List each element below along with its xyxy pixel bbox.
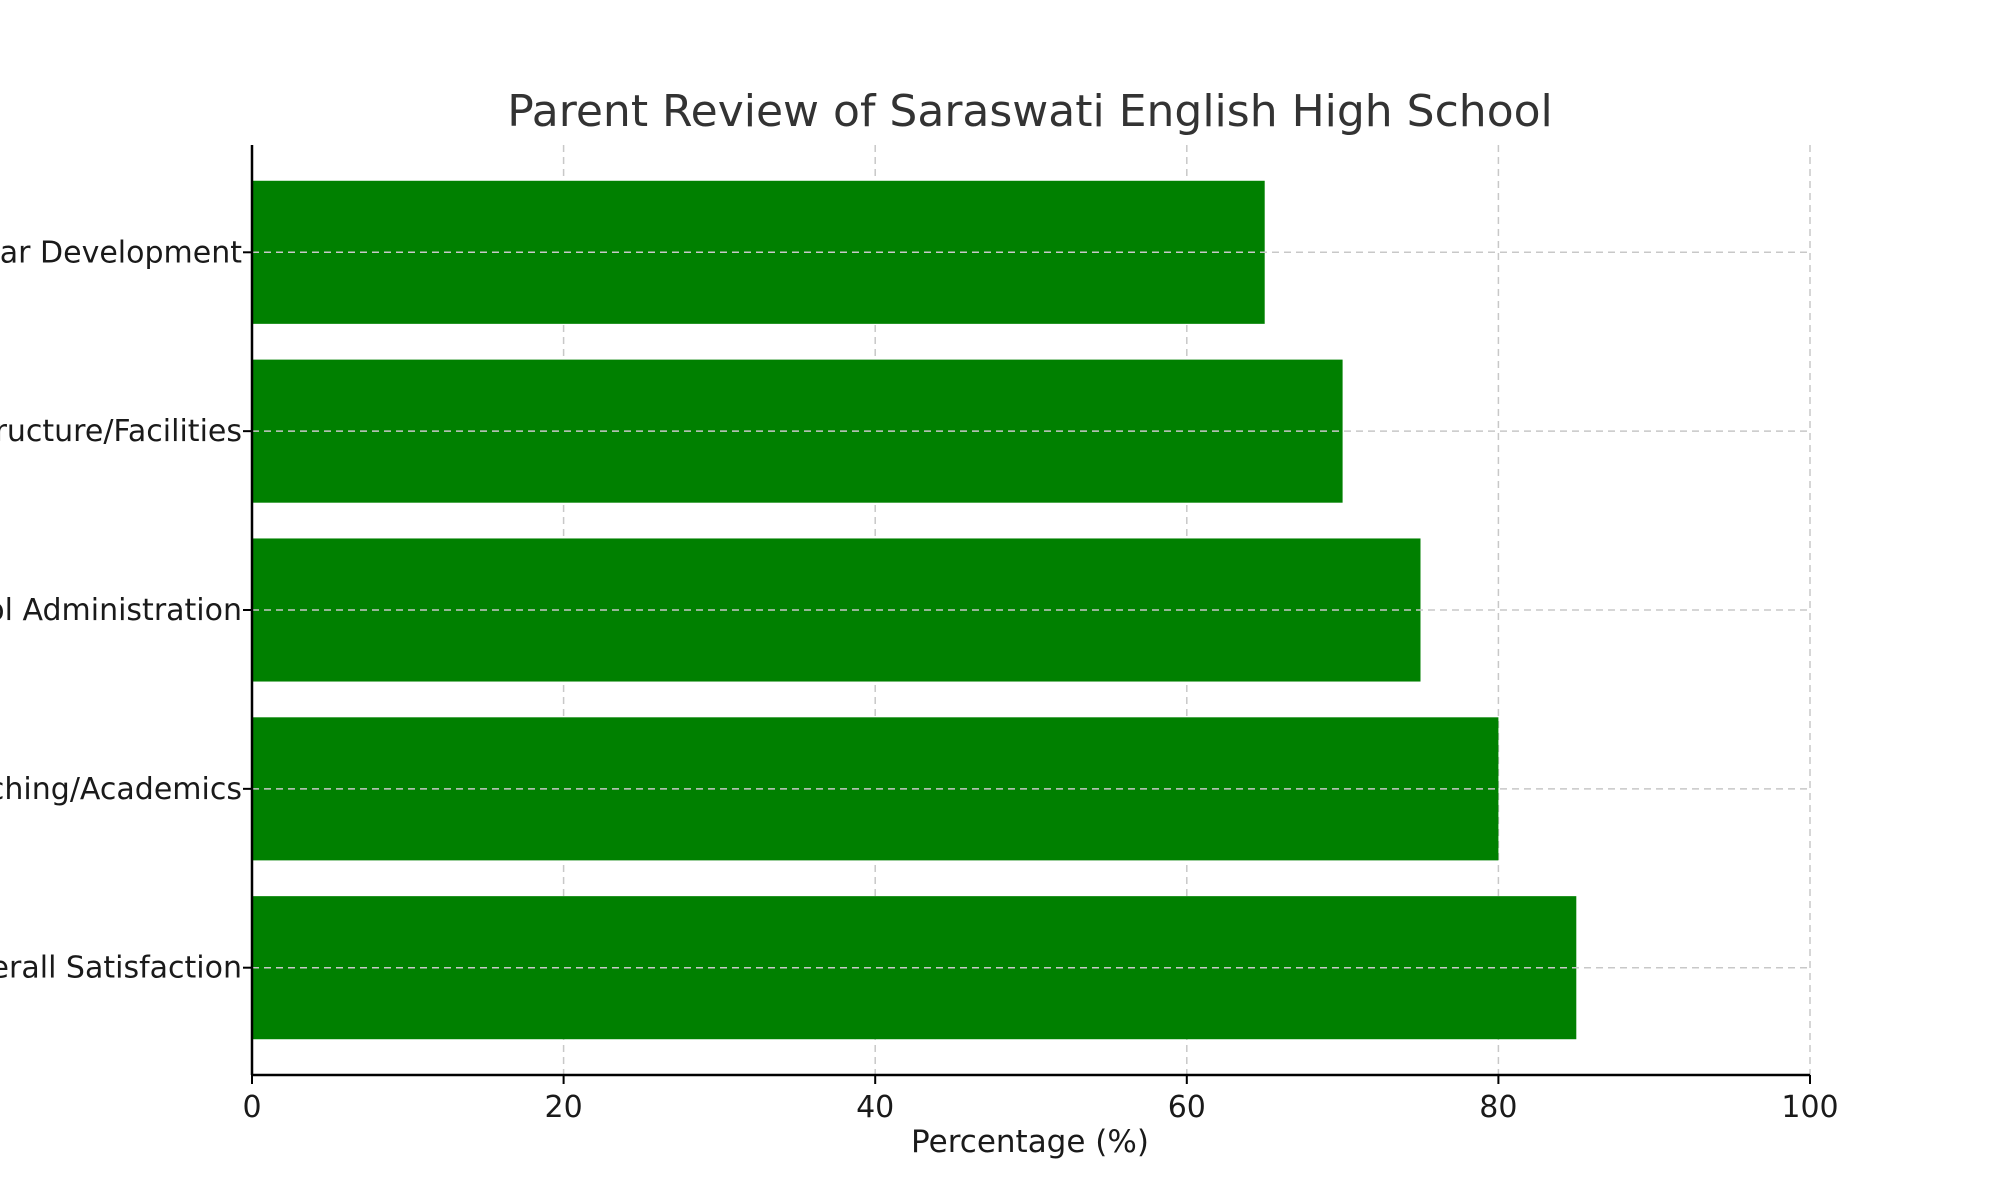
bar <box>252 538 1421 682</box>
x-tick-label: 60 <box>1168 1090 1206 1125</box>
category-grid-lines <box>252 251 1810 969</box>
x-tick-label: 100 <box>1781 1090 1838 1125</box>
x-tick-label: 80 <box>1479 1090 1517 1125</box>
y-tick-label: Overall Satisfaction <box>0 951 242 986</box>
x-tick-label: 0 <box>242 1090 261 1125</box>
y-tick-label: Teaching/Academics <box>0 772 242 807</box>
y-tick-label: Infrastructure/Facilities <box>0 414 242 449</box>
x-tick-label: 20 <box>545 1090 583 1125</box>
x-axis-ticks: 0 20 40 60 80 100 <box>242 1075 1839 1125</box>
x-tick-label: 40 <box>856 1090 894 1125</box>
chart-title: Parent Review of Saraswati English High … <box>507 86 1553 137</box>
y-axis-ticks: Overall Satisfaction Teaching/Academics Sc… <box>0 235 252 986</box>
x-axis-label: Percentage (%) <box>911 1124 1149 1160</box>
y-tick-label: Extracurricular Development <box>0 235 242 270</box>
y-tick-label: School Administration <box>0 593 242 628</box>
